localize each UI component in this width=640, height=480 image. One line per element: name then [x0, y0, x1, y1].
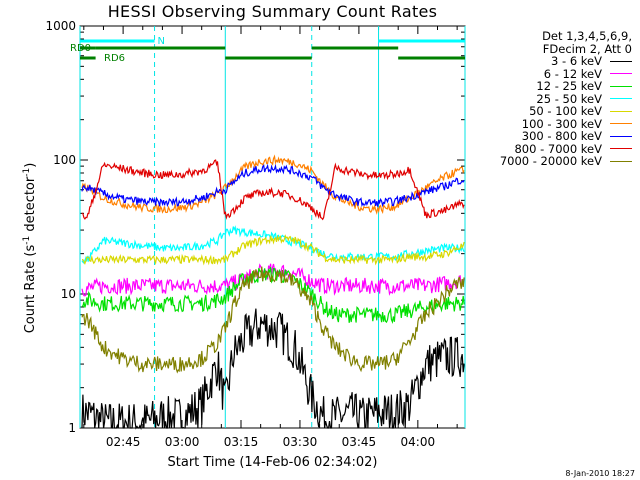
series-line: [81, 159, 465, 221]
series-line: [81, 225, 465, 265]
legend-entry-label: 3 - 6 keV: [551, 54, 602, 68]
x-tick-label: 03:45: [342, 435, 377, 449]
y-tick-label: 10: [61, 287, 76, 301]
x-tick-label: 03:30: [283, 435, 318, 449]
legend-entry: 100 - 300 keV: [470, 116, 632, 131]
legend-swatch: [610, 148, 632, 150]
legend-entry: 800 - 7000 keV: [470, 141, 632, 156]
legend-entry: 6 - 12 keV: [470, 66, 632, 81]
legend-swatch: [610, 73, 632, 75]
legend-swatch: [610, 160, 632, 162]
legend: Det 1,3,4,5,6,9, FDecim 2, Att 0 3 - 6 k…: [470, 30, 632, 168]
legend-entry: 300 - 800 keV: [470, 130, 632, 143]
legend-header-2: FDecim 2, Att 0: [542, 41, 632, 56]
legend-entry: 12 - 25 keV: [470, 80, 632, 93]
plot-frame: [79, 25, 466, 429]
series-line: [81, 163, 465, 208]
series-line: [81, 234, 465, 266]
legend-swatch: [610, 110, 632, 112]
legend-entry-label: 25 - 50 keV: [536, 91, 602, 106]
x-axis-label: Start Time (14-Feb-06 02:34:02): [167, 455, 378, 470]
x-tick-label: 03:15: [224, 435, 259, 449]
x-tick-label: 02:45: [106, 435, 141, 449]
y-tick-label: 100: [53, 153, 76, 167]
legend-entry: 3 - 6 keV: [470, 55, 632, 68]
legend-swatch: [610, 85, 632, 87]
x-tick-label: 03:00: [165, 435, 200, 449]
legend-entry: 7000 - 20000 keV: [470, 155, 632, 168]
series-line: [81, 263, 465, 297]
legend-entry-label: 800 - 7000 keV: [514, 141, 602, 156]
rd0-label: RD0: [70, 43, 91, 54]
series-line: [81, 267, 465, 324]
legend-swatch: [610, 98, 632, 100]
legend-swatch: [610, 60, 632, 62]
legend-entry: 50 - 100 keV: [470, 105, 632, 118]
legend-header-1: Det 1,3,4,5,6,9,: [542, 29, 632, 43]
series-line: [81, 266, 465, 374]
legend-entry: 25 - 50 keV: [470, 91, 632, 106]
legend-swatch: [610, 135, 632, 137]
x-tick-label: 04:00: [401, 435, 436, 449]
series-line: [81, 308, 465, 431]
legend-entry-label: 50 - 100 keV: [529, 104, 602, 118]
legend-entry-label: 300 - 800 keV: [521, 129, 602, 143]
legend-entry-label: 7000 - 20000 keV: [499, 154, 602, 168]
timestamp: 8-Jan-2010 18:27: [565, 469, 635, 478]
legend-entry-label: 6 - 12 keV: [543, 66, 602, 81]
y-tick-label: 1: [68, 421, 76, 435]
legend-entry-label: 100 - 300 keV: [521, 116, 602, 131]
legend-swatch: [610, 123, 632, 125]
rd6-label: RD6: [104, 53, 125, 64]
y-tick-label: 1000: [45, 19, 76, 33]
legend-entry-label: 12 - 25 keV: [536, 79, 602, 93]
series-line: [81, 154, 465, 215]
chart-title: HESSI Observing Summary Count Rates: [107, 2, 438, 21]
n-label: N: [158, 36, 165, 47]
y-axis-label: Count Rate (s-1 detector-1): [21, 162, 39, 334]
